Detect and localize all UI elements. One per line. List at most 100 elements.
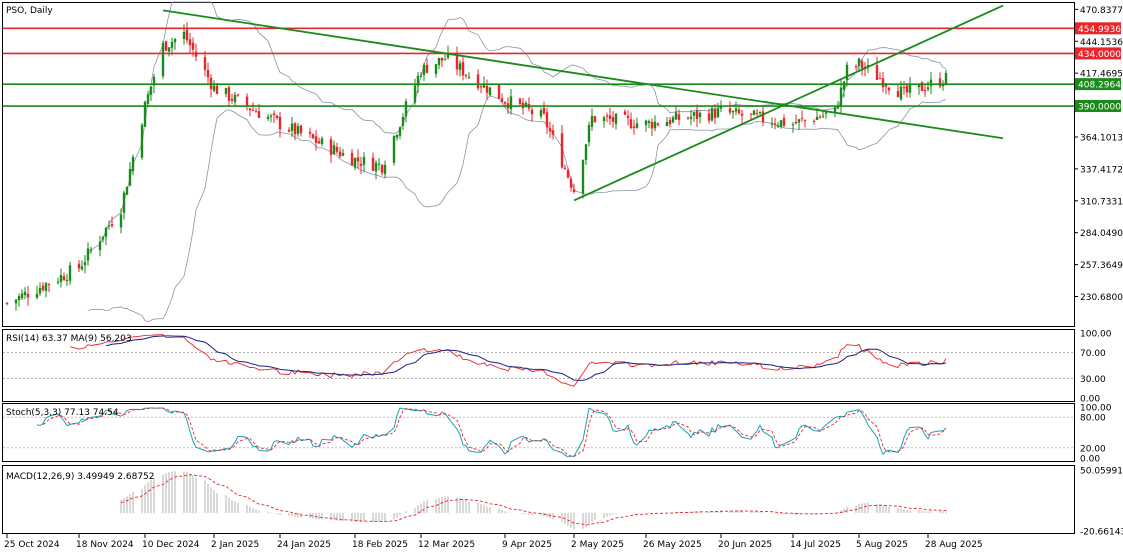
candle (665, 117, 669, 127)
candle (686, 116, 690, 120)
stoch-tick-label: 20.00 (1080, 444, 1106, 454)
candle-body (332, 145, 336, 155)
candle-body (710, 108, 714, 121)
candle (632, 119, 636, 135)
candle (161, 40, 165, 80)
candle (392, 135, 396, 166)
candle (173, 37, 177, 50)
candle (509, 88, 513, 115)
candle (56, 277, 60, 285)
date-tick-label: 2 May 2025 (571, 540, 624, 550)
candle-body (146, 94, 150, 104)
candle (791, 122, 795, 133)
rsi-tick-label: 30.00 (1080, 375, 1106, 385)
candle-body (542, 107, 546, 114)
candle-body (362, 156, 366, 165)
candle-body (269, 115, 273, 117)
candle-body (80, 266, 84, 270)
candle-body (794, 122, 798, 124)
candle (941, 80, 945, 91)
price-tick-label: 337.4172 (1080, 165, 1123, 175)
candle-body (131, 156, 135, 172)
candle (41, 281, 45, 293)
candle (461, 57, 465, 81)
candle (569, 176, 573, 192)
date-tick-label: 18 Nov 2024 (76, 540, 134, 550)
candle (44, 281, 48, 298)
candle (677, 109, 681, 126)
candle-body (203, 57, 207, 70)
price-tick-label: 284.0490 (1080, 229, 1123, 239)
candle (125, 186, 129, 196)
level-tag (1075, 78, 1121, 91)
candle-body (374, 162, 378, 172)
level-tag (1075, 100, 1121, 113)
candle-body (308, 132, 312, 134)
candle-body (20, 293, 24, 299)
horizontal-levels: 454.9936 434.0000 408.2964 390.0000 (3, 22, 1121, 113)
candle-body (164, 41, 168, 51)
candle (776, 122, 780, 129)
candle-body (311, 134, 315, 139)
candle-body (236, 94, 240, 96)
candle (59, 268, 63, 288)
candle-body (755, 112, 759, 114)
macd-label: MACD(12,26,9) 3.49949 2.68752 (6, 472, 155, 482)
candle-body (761, 111, 765, 122)
candle-body (404, 101, 408, 117)
candle-body (287, 129, 291, 132)
candle (779, 120, 783, 129)
candle-body (938, 78, 942, 87)
candle-body (62, 276, 66, 281)
candle-body (233, 94, 237, 103)
candle (98, 235, 102, 257)
candle (635, 117, 639, 129)
candle (356, 149, 360, 169)
candle-body (770, 123, 774, 125)
candle (752, 109, 756, 116)
candle-body (68, 265, 72, 281)
candle-body (434, 64, 438, 74)
candle (698, 111, 702, 124)
candle-body (182, 31, 186, 40)
candle (401, 113, 405, 131)
candle (545, 107, 549, 135)
candle-body (383, 164, 387, 174)
candle-body (227, 87, 231, 101)
candle (800, 110, 804, 122)
candle (107, 220, 111, 230)
candle-body (107, 225, 111, 227)
date-tick-label: 20 Jun 2025 (718, 540, 772, 550)
candle-body (266, 116, 270, 119)
candle (944, 69, 948, 86)
candle-body (812, 120, 816, 122)
candle (164, 40, 168, 52)
candle (656, 122, 660, 127)
candle (458, 60, 462, 77)
candle-body (278, 116, 282, 130)
level-tag (1075, 47, 1121, 60)
date-tick-label: 18 Feb 2025 (352, 540, 408, 550)
candle (206, 62, 210, 84)
candle-body (122, 192, 126, 213)
rsi-series (3, 334, 1074, 387)
candle-body (416, 75, 420, 86)
candle (908, 76, 912, 98)
candle-body (926, 87, 930, 90)
macd-panel-frame (2, 465, 1075, 534)
candle (737, 105, 741, 115)
candle (224, 87, 228, 98)
candle (338, 146, 342, 159)
candle (26, 286, 30, 306)
stoch-tick-label: 0.00 (1080, 455, 1100, 465)
candle-body (728, 108, 732, 113)
candle-body (359, 163, 363, 166)
candle-body (773, 123, 777, 125)
candle (371, 152, 375, 172)
price-tick-label: 230.6800 (1080, 293, 1123, 303)
candle (653, 115, 657, 132)
candle-body (89, 249, 93, 251)
candle (101, 236, 105, 243)
candle-body (275, 115, 279, 118)
